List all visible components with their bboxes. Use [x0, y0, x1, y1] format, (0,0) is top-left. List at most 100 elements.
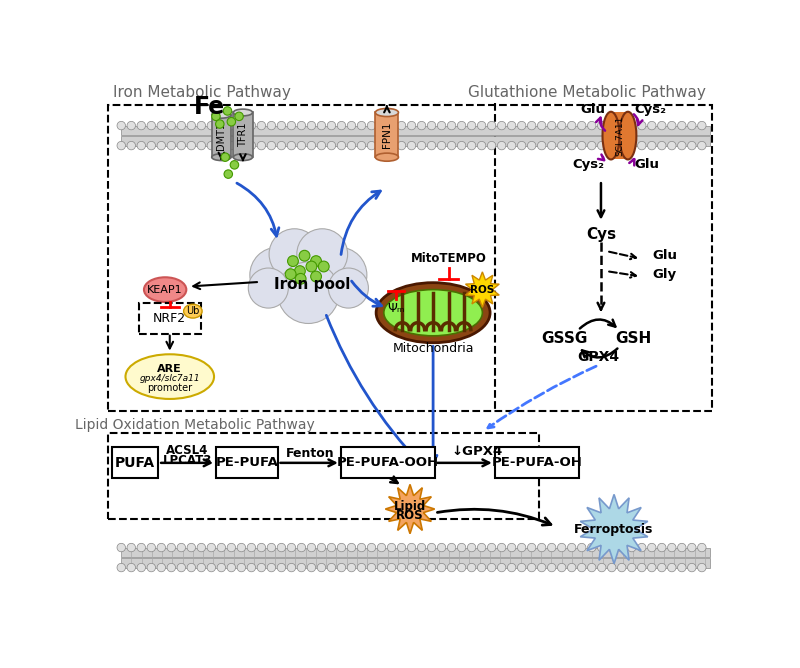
- Circle shape: [467, 563, 476, 572]
- Circle shape: [478, 122, 486, 130]
- Circle shape: [338, 122, 346, 130]
- Ellipse shape: [234, 109, 253, 116]
- Circle shape: [117, 563, 126, 572]
- Circle shape: [137, 543, 146, 552]
- Circle shape: [507, 563, 516, 572]
- Circle shape: [567, 563, 576, 572]
- Polygon shape: [466, 272, 499, 307]
- Circle shape: [678, 563, 686, 572]
- Circle shape: [227, 563, 235, 572]
- Circle shape: [647, 122, 656, 130]
- Circle shape: [647, 142, 656, 150]
- Circle shape: [518, 142, 526, 150]
- Circle shape: [157, 543, 166, 552]
- Circle shape: [687, 122, 696, 130]
- Text: PUFA: PUFA: [115, 456, 155, 470]
- Circle shape: [498, 122, 506, 130]
- Circle shape: [527, 563, 536, 572]
- Text: promoter: promoter: [147, 383, 192, 393]
- Circle shape: [270, 232, 347, 310]
- Text: gpx4/slc7a11: gpx4/slc7a11: [139, 375, 200, 383]
- Circle shape: [567, 543, 576, 552]
- Circle shape: [137, 122, 146, 130]
- Circle shape: [307, 122, 316, 130]
- Circle shape: [227, 118, 235, 126]
- Text: NRF2: NRF2: [153, 313, 186, 325]
- Circle shape: [658, 543, 666, 552]
- Circle shape: [538, 563, 546, 572]
- Text: Lipid: Lipid: [394, 500, 426, 513]
- Circle shape: [247, 563, 256, 572]
- Circle shape: [247, 122, 256, 130]
- Circle shape: [318, 543, 326, 552]
- Circle shape: [327, 122, 336, 130]
- Circle shape: [547, 563, 556, 572]
- Circle shape: [197, 563, 206, 572]
- Circle shape: [212, 112, 220, 121]
- Circle shape: [487, 543, 496, 552]
- Circle shape: [687, 142, 696, 150]
- Circle shape: [378, 122, 386, 130]
- Circle shape: [224, 170, 233, 178]
- Circle shape: [299, 250, 310, 261]
- Polygon shape: [580, 494, 648, 564]
- Circle shape: [277, 142, 286, 150]
- Circle shape: [207, 563, 215, 572]
- Bar: [375, 112, 398, 157]
- Circle shape: [667, 543, 676, 552]
- Circle shape: [287, 122, 296, 130]
- Circle shape: [328, 268, 369, 308]
- Circle shape: [407, 142, 416, 150]
- Circle shape: [257, 563, 266, 572]
- Circle shape: [498, 142, 506, 150]
- Circle shape: [277, 543, 286, 552]
- Ellipse shape: [384, 290, 482, 336]
- Text: PE-PUFA-OH: PE-PUFA-OH: [492, 456, 582, 470]
- Text: Fe: Fe: [194, 95, 226, 119]
- Circle shape: [137, 563, 146, 572]
- Text: Fenton: Fenton: [286, 447, 334, 460]
- Circle shape: [698, 122, 706, 130]
- Circle shape: [367, 142, 376, 150]
- Text: TFR1: TFR1: [238, 123, 248, 147]
- FancyBboxPatch shape: [494, 448, 578, 478]
- Bar: [212, 115, 231, 157]
- Text: Cys₂: Cys₂: [572, 158, 604, 172]
- Bar: [611, 112, 628, 160]
- Circle shape: [267, 122, 276, 130]
- Text: Cys: Cys: [586, 226, 616, 242]
- Circle shape: [227, 543, 235, 552]
- Circle shape: [167, 142, 175, 150]
- Circle shape: [318, 563, 326, 572]
- FancyBboxPatch shape: [216, 448, 278, 478]
- Circle shape: [310, 271, 322, 282]
- Circle shape: [458, 122, 466, 130]
- Circle shape: [167, 122, 175, 130]
- Circle shape: [627, 142, 636, 150]
- Circle shape: [318, 261, 329, 272]
- Circle shape: [318, 122, 326, 130]
- Circle shape: [137, 142, 146, 150]
- Circle shape: [627, 543, 636, 552]
- Ellipse shape: [212, 112, 231, 118]
- Circle shape: [207, 543, 215, 552]
- Circle shape: [267, 563, 276, 572]
- Bar: [122, 136, 710, 146]
- Circle shape: [607, 142, 616, 150]
- Circle shape: [223, 107, 232, 115]
- Circle shape: [277, 122, 286, 130]
- Circle shape: [347, 122, 356, 130]
- Circle shape: [147, 122, 155, 130]
- Circle shape: [297, 563, 306, 572]
- Circle shape: [658, 142, 666, 150]
- Circle shape: [467, 543, 476, 552]
- Circle shape: [598, 142, 606, 150]
- FancyBboxPatch shape: [112, 448, 158, 478]
- Circle shape: [507, 122, 516, 130]
- Text: GPX4: GPX4: [578, 350, 620, 364]
- Circle shape: [607, 122, 616, 130]
- Circle shape: [215, 120, 224, 128]
- Circle shape: [157, 563, 166, 572]
- Circle shape: [478, 563, 486, 572]
- Circle shape: [538, 142, 546, 150]
